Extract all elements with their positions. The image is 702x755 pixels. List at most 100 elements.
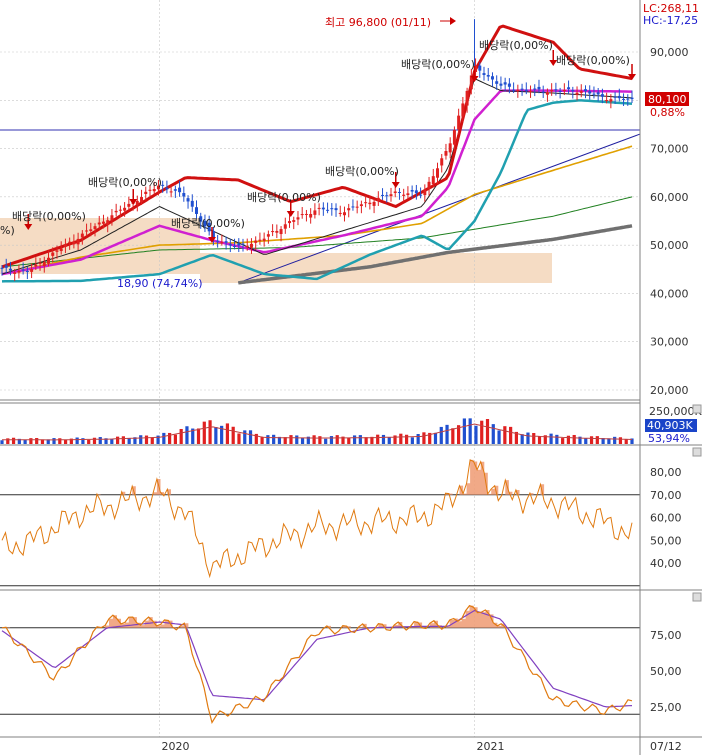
candle-body bbox=[249, 243, 253, 248]
dividend-arrowhead bbox=[24, 224, 33, 230]
candle-body bbox=[545, 92, 549, 95]
hc-label: HC:-17,25 bbox=[643, 14, 698, 27]
candle-body bbox=[144, 191, 148, 194]
candle-body bbox=[93, 226, 97, 230]
candle-body bbox=[444, 151, 448, 156]
candle-body bbox=[156, 185, 160, 190]
rsi-tick-label: 80,00 bbox=[650, 466, 682, 479]
volume-bar bbox=[220, 425, 224, 444]
volume-bar bbox=[35, 438, 39, 444]
dividend-note-3: 배당락(0,00%) bbox=[171, 217, 245, 230]
volume-bar bbox=[491, 424, 495, 444]
candle-body bbox=[419, 194, 423, 196]
stoch-pane-collapse-icon[interactable] bbox=[692, 592, 702, 602]
volume-bar bbox=[127, 438, 131, 444]
candle-body bbox=[393, 191, 397, 193]
candle-body bbox=[529, 91, 533, 93]
volume-bar bbox=[497, 430, 501, 444]
rsi-tick-label: 60,00 bbox=[650, 512, 682, 525]
volume-bar bbox=[433, 432, 438, 444]
axis-labels: 90,00080,00070,00060,00050,00040,00030,0… bbox=[162, 46, 689, 753]
candle-body bbox=[537, 86, 541, 90]
candle-body bbox=[512, 89, 516, 91]
volume-bar bbox=[543, 435, 547, 444]
volume-bar bbox=[416, 434, 420, 444]
rsi-pane-collapse-icon[interactable] bbox=[692, 447, 702, 457]
candle-body bbox=[516, 89, 520, 92]
volume-bar bbox=[156, 435, 160, 444]
candle-body bbox=[372, 201, 376, 206]
candle-body bbox=[495, 81, 499, 84]
candle-body bbox=[288, 221, 292, 224]
volume-bar bbox=[237, 433, 241, 444]
volume-bar bbox=[306, 436, 310, 444]
candle-body bbox=[423, 189, 427, 196]
dividend-arrowhead bbox=[470, 76, 479, 82]
low-annotation: 18,90 (74,74%) bbox=[117, 277, 203, 290]
candle-body bbox=[309, 213, 313, 218]
candle-body bbox=[173, 189, 177, 191]
candle-body bbox=[482, 73, 486, 75]
ma20-line bbox=[1, 78, 633, 275]
volume-bar bbox=[191, 428, 195, 444]
volume-bar bbox=[451, 428, 455, 444]
volume-bar bbox=[595, 436, 599, 444]
candle-body bbox=[486, 74, 490, 77]
volume-bar bbox=[387, 437, 391, 444]
volume-bar bbox=[572, 434, 576, 444]
volume-bar bbox=[254, 433, 258, 444]
volume-bar bbox=[69, 438, 73, 444]
candle-body bbox=[80, 233, 84, 238]
volume-bar bbox=[358, 435, 362, 444]
volume-bar bbox=[589, 436, 594, 444]
volume-bar bbox=[514, 431, 519, 444]
candle-body bbox=[427, 181, 431, 189]
candle-body bbox=[114, 210, 118, 213]
dividend-note-7: 배당락(0,00%) bbox=[479, 39, 553, 52]
rsi-tick-label: 50,00 bbox=[650, 534, 682, 547]
volume-bar bbox=[624, 439, 628, 444]
candle-body bbox=[254, 240, 258, 243]
high-annotation: 최고 96,800 (01/11) bbox=[325, 16, 431, 29]
volume-bar bbox=[289, 435, 293, 444]
lc-label: LC:268,11 bbox=[643, 2, 699, 15]
candle-body bbox=[520, 88, 524, 90]
volume-bar bbox=[537, 436, 542, 444]
volume-bar bbox=[520, 434, 524, 444]
volume-axis-top: 250,000K bbox=[649, 405, 702, 418]
volume-bar bbox=[266, 435, 270, 444]
candle-body bbox=[571, 90, 575, 92]
dividend-note-8: 배당락(0,00%) bbox=[556, 54, 630, 67]
candle-body bbox=[351, 206, 355, 208]
dividend-note-1: 배당락(0,00%) bbox=[12, 210, 86, 223]
volume-bar bbox=[52, 438, 56, 444]
volume-bar bbox=[272, 434, 276, 444]
candle-body bbox=[228, 244, 232, 246]
candle-body bbox=[533, 88, 537, 90]
candle-body bbox=[431, 176, 435, 185]
volume-bar bbox=[561, 438, 565, 444]
candle-body bbox=[558, 91, 562, 93]
volume-bar bbox=[584, 438, 588, 444]
candle-body bbox=[579, 91, 583, 93]
volume-bar bbox=[110, 438, 114, 444]
candle-body bbox=[588, 91, 592, 94]
volume-bar bbox=[283, 437, 287, 444]
volume-pane-collapse-icon[interactable] bbox=[692, 404, 702, 414]
candle-body bbox=[304, 213, 308, 215]
candle-body bbox=[364, 202, 368, 204]
candle-body bbox=[355, 206, 359, 208]
candle-body bbox=[321, 207, 325, 210]
volume-bar bbox=[214, 427, 218, 444]
volume-bar bbox=[526, 432, 530, 444]
candle-body bbox=[507, 83, 511, 87]
volume-bar bbox=[139, 435, 143, 444]
candle-body bbox=[127, 203, 131, 207]
candle-body bbox=[376, 197, 380, 201]
volume-bar bbox=[410, 437, 414, 444]
volume-bar bbox=[503, 426, 507, 444]
volume-bar bbox=[144, 435, 149, 444]
volume-bar bbox=[11, 437, 16, 444]
info-panel: LC:268,11 HC:-17,25 80,100 0,88% 40,903K… bbox=[643, 2, 702, 445]
